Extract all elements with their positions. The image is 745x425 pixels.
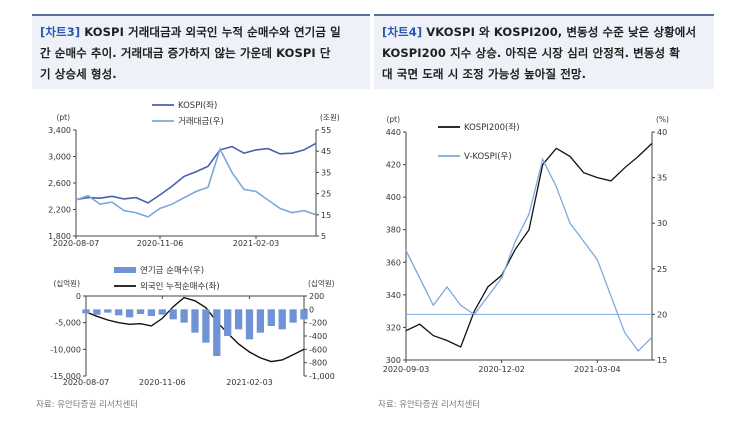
bar	[180, 309, 188, 323]
y-left-tick-label: -10,000	[50, 345, 81, 354]
y-left-unit: (pt)	[56, 113, 70, 122]
y-right-unit: (십억원)	[308, 279, 335, 288]
y-right-unit: (%)	[656, 115, 669, 124]
x-tick-label: 2020-08-07	[63, 378, 110, 387]
x-tick-label: 2020-11-06	[139, 378, 186, 387]
legend-label: 외국인 누적순매수(좌)	[140, 281, 220, 292]
y-left-tick-label: 2,200	[48, 206, 71, 215]
bar	[234, 309, 243, 330]
y-right-tick-label: 35	[321, 168, 331, 177]
y-left-unit: (십억원)	[53, 279, 80, 288]
y-left-tick-label: 3,400	[48, 126, 71, 135]
y-right-tick-label: -1,000	[309, 372, 335, 381]
y-left-tick-label: 2,600	[48, 179, 71, 188]
y-right-tick-label: 5	[321, 232, 326, 241]
bar	[82, 309, 90, 314]
y-right-tick-label: 15	[657, 356, 667, 365]
legend-label: V-KOSPI(우)	[464, 152, 512, 162]
x-tick-label: 2020-09-03	[383, 365, 430, 374]
bar	[213, 309, 221, 356]
legend-label: 연기금 순매수(우)	[140, 266, 204, 276]
bar	[278, 309, 286, 330]
x-tick-label: 2021-02-03	[226, 378, 273, 387]
series-line	[405, 157, 653, 352]
y-right-tick-label: 55	[321, 126, 331, 135]
left-chart-title: [차트3] KOSPI 거래대금과 외국인 누적 순매수와 연기금 일 간 순매…	[32, 14, 370, 89]
y-right-tick-label: -600	[309, 345, 327, 354]
legend-label: 거래대금(우)	[178, 117, 224, 127]
y-left-tick-label: -15,000	[50, 372, 81, 381]
x-tick-label: 2020-11-06	[137, 239, 184, 246]
y-left-tick-label: 0	[76, 292, 81, 301]
right-chart-title: [차트4] VKOSPI 와 KOSPI200, 변동성 수준 낮은 상황에서 …	[374, 14, 714, 89]
bar	[289, 309, 297, 323]
series-line	[75, 142, 317, 204]
y-left-tick-label: 440	[386, 128, 401, 137]
y-left-tick-label: 3,000	[48, 153, 71, 162]
y-right-tick-label: 15	[321, 211, 331, 220]
x-tick-label: 2021-02-03	[233, 239, 280, 246]
bar	[104, 309, 112, 313]
bar	[158, 309, 166, 315]
y-right-tick-label: 45	[321, 147, 331, 156]
bar	[224, 309, 232, 336]
x-tick-label: 2021-03-04	[574, 365, 621, 374]
y-right-tick-label: 20	[657, 310, 667, 319]
y-left-tick-label: 1,800	[48, 232, 71, 241]
y-right-tick-label: 35	[657, 174, 667, 183]
y-left-tick-label: 360	[386, 258, 401, 267]
y-left-unit: (pt)	[386, 115, 400, 124]
y-right-tick-label: 25	[657, 265, 667, 274]
bar	[169, 309, 177, 320]
bar	[115, 309, 123, 316]
bar	[147, 309, 156, 316]
kospi-turnover-chart: (pt) (조원) 3,400 3,000 2,600 2,200 1,800 55 45 35 2…	[48, 101, 340, 246]
pension-foreign-chart: (십억원) (십억원) 0 -5,000 -10,000 -15,000 200 0 -200 -…	[50, 266, 335, 387]
bar	[125, 309, 134, 318]
x-tick-label: 2020-08-07	[53, 239, 100, 246]
legend-label: KOSPI200(좌)	[464, 123, 520, 133]
series-line	[75, 147, 317, 218]
bar	[191, 309, 199, 333]
legend-label: KOSPI(좌)	[178, 101, 217, 111]
bar	[202, 309, 210, 343]
bar	[300, 309, 308, 320]
y-right-tick-label: 200	[309, 292, 324, 301]
left-title-tag: [차트3]	[40, 25, 81, 39]
y-left-tick-label: 320	[386, 323, 401, 332]
series-line	[405, 142, 653, 348]
bar	[245, 309, 254, 340]
y-right-tick-label: 0	[309, 305, 314, 314]
y-left-tick-label: 380	[386, 226, 401, 235]
left-source: 자료: 유안타증권 리서치센터	[36, 400, 139, 410]
bar	[93, 309, 101, 315]
right-source: 자료: 유안타증권 리서치센터	[378, 400, 481, 410]
kospi200-vkospi-chart: (pt) (%) 440 420 400 380 360 340 320 300 40 35 30 25 2…	[383, 115, 669, 374]
y-left-tick-label: 400	[386, 193, 401, 202]
series-line	[85, 296, 305, 363]
right-title-tag: [차트4]	[382, 25, 423, 39]
y-left-tick-label: -5,000	[55, 319, 81, 328]
y-right-tick-label: -400	[309, 332, 327, 341]
y-right-tick-label: -200	[309, 319, 327, 328]
y-right-tick-label: -800	[309, 359, 327, 368]
bar	[136, 309, 145, 314]
y-left-tick-label: 300	[386, 356, 401, 365]
bar	[256, 309, 265, 333]
y-right-tick-label: 25	[321, 190, 331, 199]
y-right-tick-label: 30	[657, 219, 667, 228]
y-right-tick-label: 40	[657, 128, 667, 137]
bar	[267, 309, 275, 326]
x-tick-label: 2020-12-02	[478, 365, 525, 374]
y-right-unit: (조원)	[320, 113, 340, 122]
y-left-tick-label: 340	[386, 291, 401, 300]
legend-swatch	[114, 267, 136, 273]
y-left-tick-label: 420	[386, 161, 401, 170]
